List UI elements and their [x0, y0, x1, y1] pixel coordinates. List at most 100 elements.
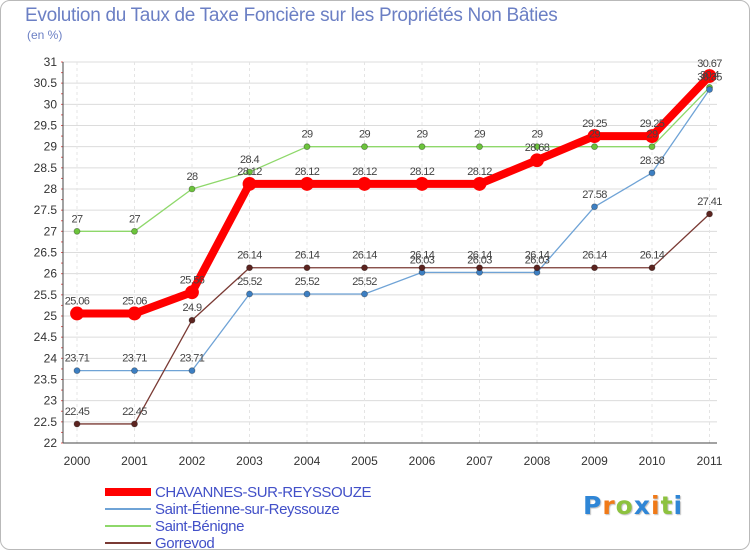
data-label: 28.12 — [352, 166, 377, 178]
y-tick-label: 28 — [44, 182, 58, 196]
y-tick-label: 29.5 — [34, 119, 58, 133]
x-tick-label: 2007 — [466, 454, 493, 468]
logo-letter: i — [673, 491, 684, 520]
y-tick-label: 22.5 — [34, 415, 58, 429]
series-line — [76, 86, 711, 232]
y-tick-label: 30.5 — [34, 76, 58, 90]
data-point — [361, 264, 368, 272]
y-tick-label: 26.5 — [34, 246, 58, 260]
data-label: 27.58 — [582, 189, 607, 201]
y-axis-unit-label: (en %) — [27, 28, 63, 42]
data-label: 28.12 — [410, 166, 435, 178]
data-point — [361, 290, 368, 298]
data-label: 26.03 — [410, 254, 435, 266]
y-tick-label: 29 — [44, 140, 58, 154]
data-point — [415, 177, 429, 191]
data-label: 22.45 — [65, 406, 90, 418]
data-label: 29 — [301, 129, 313, 141]
data-label: 29 — [589, 129, 601, 141]
data-label: 25.52 — [352, 276, 377, 288]
data-point — [303, 264, 311, 272]
data-label: 26.14 — [295, 250, 320, 262]
data-point — [418, 264, 426, 272]
y-tick-label: 25 — [44, 309, 58, 323]
data-point — [591, 264, 598, 272]
x-tick-label: 2003 — [236, 454, 263, 468]
data-point — [591, 203, 598, 211]
data-label: 30.35 — [697, 72, 722, 84]
data-label: 26.14 — [525, 250, 550, 262]
logo-letter: i — [651, 491, 661, 520]
data-label: 29 — [531, 129, 543, 141]
data-point — [361, 143, 368, 151]
data-label: 28.68 — [525, 142, 550, 154]
x-tick-label: 2006 — [409, 454, 436, 468]
y-tick-label: 31 — [44, 55, 58, 69]
x-tick-label: 2002 — [179, 454, 206, 468]
logo-letter: x — [633, 491, 651, 520]
data-label: 25.52 — [237, 276, 262, 288]
y-tick-label: 24.5 — [34, 330, 58, 344]
series-line — [76, 213, 711, 425]
x-tick-label: 2008 — [524, 454, 551, 468]
data-point — [188, 185, 196, 193]
x-tick-label: 2001 — [121, 454, 148, 468]
data-point — [131, 227, 138, 235]
data-label: 28.12 — [237, 166, 262, 178]
x-tick-label: 2005 — [351, 454, 378, 468]
data-point — [706, 86, 713, 93]
data-label: 26.14 — [467, 250, 492, 262]
data-point — [246, 168, 253, 176]
y-tick-label: 24 — [44, 351, 58, 365]
data-label: 30.4 — [700, 69, 719, 81]
data-point — [188, 316, 196, 324]
data-point — [587, 129, 602, 143]
data-point — [246, 264, 253, 272]
data-point — [476, 143, 483, 151]
y-tick-label: 28.5 — [34, 161, 58, 175]
data-point — [648, 169, 656, 177]
series-line-main — [73, 71, 714, 318]
legend-swatch-saint-etienne — [105, 508, 151, 510]
legend-label: CHAVANNES-SUR-REYSSOUZE — [155, 484, 372, 501]
data-point — [242, 177, 257, 191]
data-point — [185, 285, 199, 300]
x-tick-label: 2000 — [64, 454, 91, 468]
data-point — [73, 420, 81, 428]
data-label: 24.9 — [182, 302, 201, 314]
data-point — [303, 290, 311, 298]
data-label: 28.12 — [295, 166, 320, 178]
data-point — [702, 69, 717, 83]
y-tick-label: 27 — [44, 224, 58, 238]
y-tick-label: 26 — [44, 267, 58, 281]
data-point — [188, 367, 196, 375]
legend-label: Saint-Étienne-sur-Reyssouze — [155, 501, 340, 518]
x-tick-label: 2010 — [639, 454, 666, 468]
data-label: 28.4 — [240, 154, 259, 166]
data-label: 27.41 — [697, 196, 722, 208]
data-label: 29.25 — [640, 118, 665, 130]
data-label: 23.71 — [122, 353, 147, 365]
data-label: 28 — [186, 171, 198, 183]
data-label: 26.14 — [640, 250, 665, 262]
data-point — [300, 177, 314, 191]
data-point — [246, 290, 253, 298]
logo-letter: o — [615, 491, 634, 520]
legend-swatch-saint-benigne — [105, 525, 151, 527]
data-point — [73, 367, 81, 375]
data-point — [127, 306, 142, 321]
data-point — [131, 420, 138, 428]
legend-label: Saint-Bénigne — [155, 518, 245, 535]
data-label: 27 — [129, 213, 141, 225]
data-label: 26.03 — [525, 254, 550, 266]
x-tick-label: 2009 — [581, 454, 608, 468]
data-label: 26.14 — [352, 250, 377, 262]
data-point — [648, 143, 656, 151]
data-label: 25.52 — [295, 276, 320, 288]
y-tick-label: 27.5 — [34, 203, 58, 217]
data-label: 29 — [474, 129, 486, 141]
data-label: 25.06 — [65, 295, 90, 307]
data-point — [70, 306, 84, 321]
